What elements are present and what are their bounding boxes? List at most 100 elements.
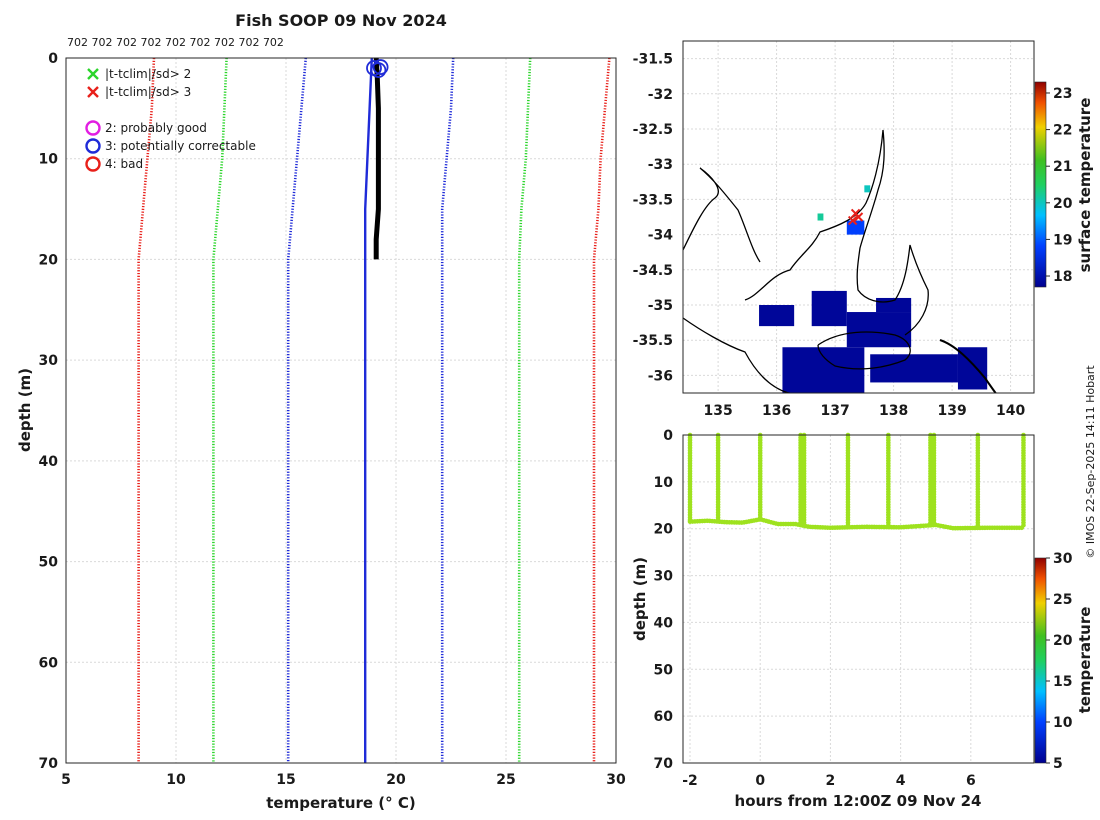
temp-colorbar-tick-label: 15 [1053,674,1072,690]
profile-xtick-label: 5 [61,772,71,788]
profile-ytick-label: 0 [48,51,58,67]
profile-series-line [364,57,373,763]
legend-label: 4: bad [105,157,143,171]
ts-point [928,522,933,528]
sst-patch [846,220,865,235]
ts-ytick-label: 0 [663,428,673,444]
profile-ticks: 5 10 15 20 25 30 0 10 20 30 40 50 60 70 [39,51,626,788]
profile-chart: Fish SOOP 09 Nov 2024 702 702 702 702 70… [16,11,626,812]
sst-colorbar-ticks: 18 19 20 21 22 23 [1046,86,1073,285]
profile-xtick-label: 15 [276,772,295,788]
legend-circle-marker [85,156,101,172]
profile-xtick-label: 20 [386,772,406,788]
map-xtick-label: 140 [996,403,1025,419]
map-ytick-label: -35 [648,298,673,314]
profile-ytick-label: 50 [39,555,59,571]
legend-x-marker [87,68,99,80]
sst-patch [846,312,912,348]
map-ytick-label: -33 [648,157,673,173]
ts-point [715,517,721,523]
sst-colorbar-tick-label: 21 [1053,159,1072,175]
ts-xtick-label: 4 [896,773,906,789]
sst-patch [817,213,824,221]
sst-colorbar-tick-label: 23 [1053,86,1072,102]
qc-flag-marker [366,60,382,76]
profile-xtick-label: 25 [496,772,515,788]
temp-colorbar-ticks: 5 10 15 20 25 30 [1046,551,1073,772]
track-x-marker [853,212,864,222]
map-ticks: 135 136 137 138 139 140 -31.5 -32 -32.5 -33 -33.5 -… [633,52,1026,419]
ts-point [801,522,807,528]
ts-xtick-label: 6 [966,773,976,789]
legend-circle-marker [85,138,101,154]
sst-colorbar-tick-label: 19 [1053,232,1072,248]
ts-ytick-label: 40 [654,615,674,631]
ts-ytick-label: 70 [654,756,674,772]
sst-colorbar-tick-label: 20 [1053,196,1073,212]
profile-series-line [212,57,228,763]
sst-patch [864,185,871,193]
map-ytick-label: -32 [648,87,673,103]
map-ytick-label: -36 [648,368,673,384]
temp-colorbar-tick-label: 20 [1053,633,1073,649]
qc-flag-marker [372,59,389,75]
legend-x-marker [87,86,99,98]
profile-ylabel: depth (m) [16,368,34,452]
profile-legend: |t-tclim|/sd> 2 |t-tclim|/sd> 3 2: probabl… [85,67,256,172]
ts-xtick-label: 0 [755,773,765,789]
legend-circle-marker [85,120,101,136]
profile-xlabel: temperature (° C) [266,794,416,812]
sst-patch [782,347,865,393]
ts-ytick-label: 10 [654,475,674,491]
profile-series-line [592,57,611,763]
profile-xtick-label: 30 [606,772,626,788]
profile-series-line [286,57,308,763]
ts-axes-box [682,434,1035,764]
legend-label: 2: probably good [105,121,207,135]
ts-xtick-label: -2 [682,773,698,789]
profile-ytick-label: 30 [39,353,59,369]
coastline [683,129,997,393]
legend-label: |t-tclim|/sd> 3 [105,85,191,99]
map-ytick-label: -34.5 [633,263,673,279]
ts-point [975,525,981,531]
profile-grid [65,57,617,764]
legend-label: 3: potentially correctable [105,139,256,153]
profile-ytick-label: 20 [39,252,59,268]
track-markers [847,208,864,226]
sst-patch [870,354,958,383]
map-xtick-label: 136 [762,403,791,419]
ts-ytick-label: 30 [654,569,674,585]
map-xtick-label: 139 [937,403,966,419]
profile-xtick-label: 10 [166,772,186,788]
sst-patches [759,185,988,393]
ts-points [687,432,1026,531]
map-chart: 135 136 137 138 139 140 -31.5 -32 -32.5 -33 -33.5 -… [633,40,1094,419]
chart-subtitle: 702 702 702 702 702 702 702 702 702 [67,36,284,49]
map-ytick-label: -34 [648,228,674,244]
profile-series-line [137,57,156,763]
sst-colorbar [1034,81,1047,288]
sst-patch [811,290,847,327]
ts-point [931,520,937,525]
map-ytick-label: -32.5 [633,122,673,138]
temp-colorbar-tick-label: 10 [1053,715,1073,731]
ts-ytick-label: 20 [654,522,674,538]
profile-series-line [440,57,455,763]
temp-colorbar-tick-label: 30 [1053,551,1073,567]
ts-point [1021,522,1026,528]
chart-title: Fish SOOP 09 Nov 2024 [235,11,447,30]
ts-point [845,522,851,528]
ts-point [886,522,891,528]
sst-colorbar-tick-label: 18 [1053,269,1072,285]
ts-ytick-label: 60 [654,709,674,725]
track-x-marker [847,215,858,226]
sst-colorbar-tick-label: 22 [1053,123,1072,139]
ts-ytick-label: 50 [654,662,674,678]
temp-colorbar-label: temperature [1076,607,1094,714]
profile-series-line [517,57,532,763]
map-ytick-label: -35.5 [633,333,673,349]
